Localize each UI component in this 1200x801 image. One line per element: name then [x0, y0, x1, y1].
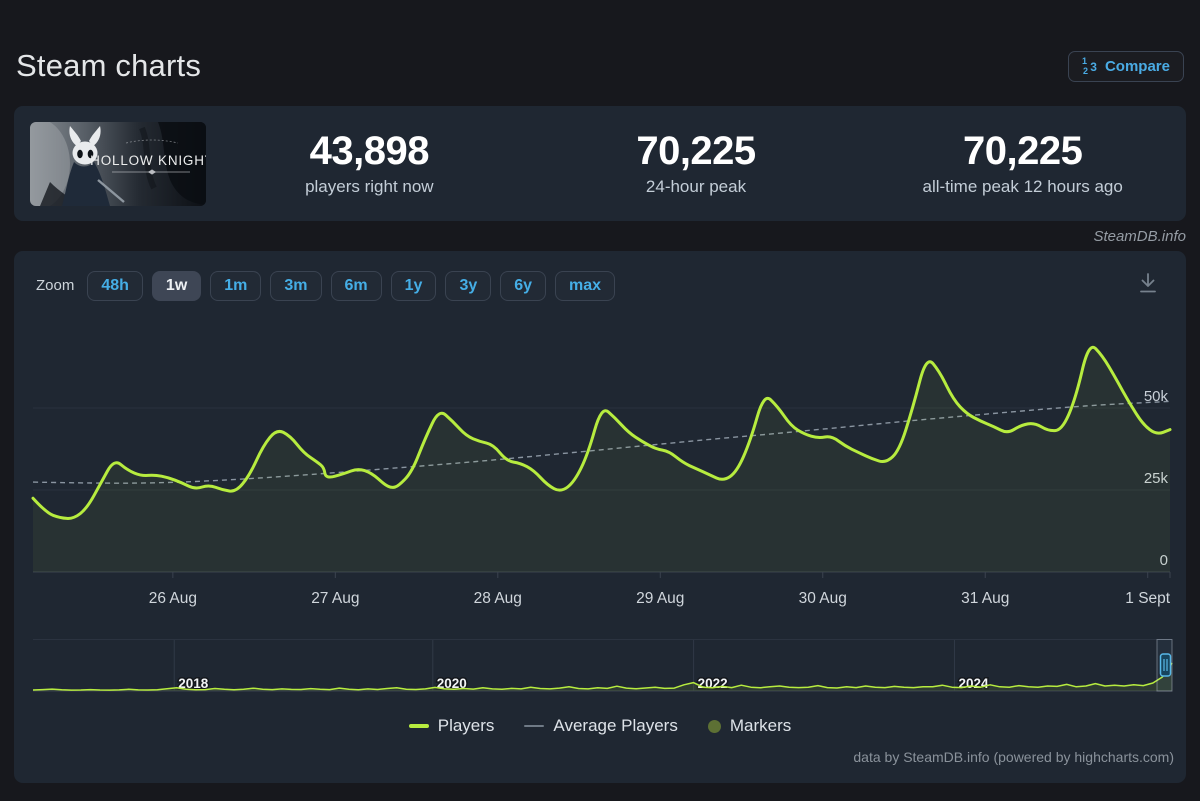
knight-horn-right	[89, 125, 101, 146]
zoom-range-48h[interactable]: 48h	[87, 270, 143, 301]
navigator-line	[32, 662, 1173, 691]
game-title: HOLLOW KNIGHT	[90, 153, 206, 168]
download-button[interactable]	[1134, 269, 1162, 302]
compare-label: Compare	[1104, 57, 1170, 75]
legend-swatch	[408, 724, 429, 728]
chart-legend: Players Average Players Markers	[14, 709, 1186, 743]
game-capsule-art: HOLLOW KNIGHT	[30, 121, 206, 206]
steamdb-watermark: SteamDB.info	[1093, 227, 1186, 245]
navigator-handle[interactable]	[1159, 653, 1172, 677]
x-axis-label: 29 Aug	[636, 590, 684, 607]
zoom-range-max[interactable]: max	[555, 270, 616, 301]
y-axis-label-50k: 50k	[1144, 388, 1169, 405]
zoom-range-3m[interactable]: 3m	[270, 270, 322, 301]
stat-alltime-peak-label: all-time peak 12 hours ago	[922, 177, 1123, 196]
chart-panel: Zoom 48h 1w 1m 3m 6m 1y 3y 6y max 0 25k 50k 26 Aug 2…	[14, 251, 1186, 783]
stat-24h-peak: 70,225 24-hour peak	[533, 130, 860, 197]
x-axis-label: 26 Aug	[149, 590, 197, 607]
x-axis-label: 31 Aug	[961, 590, 1009, 607]
navigator-area	[33, 662, 1172, 691]
stat-alltime-peak: 70,225 all-time peak 12 hours ago	[859, 130, 1186, 197]
average-players-line	[32, 400, 1171, 484]
knight-nail	[97, 178, 125, 203]
zoom-range-1w[interactable]: 1w	[151, 270, 202, 301]
zoom-range-6m[interactable]: 6m	[330, 270, 382, 301]
zoom-label: Zoom	[36, 277, 75, 294]
stat-current-players-value: 43,898	[309, 129, 430, 173]
legend-label: Players	[437, 716, 495, 735]
navigator-year-label-2018: 2018	[178, 676, 209, 691]
page-title: Steam charts	[16, 48, 202, 83]
legend-swatch	[524, 725, 545, 727]
players-area	[33, 347, 1170, 572]
watermark-row: SteamDB.info	[14, 221, 1186, 251]
stat-current-players-label: players right now	[305, 177, 434, 196]
chart-toolbar: Zoom 48h 1w 1m 3m 6m 1y 3y 6y max	[14, 269, 1186, 302]
legend-label: Markers	[729, 716, 792, 735]
x-axis-label: 1 Sept	[1125, 590, 1171, 607]
zoom-range-1y[interactable]: 1y	[390, 270, 437, 301]
legend-item-players[interactable]: Players	[408, 716, 495, 736]
x-axis-label: 27 Aug	[311, 590, 359, 607]
players-line	[31, 345, 1172, 520]
zoom-range-6y[interactable]: 6y	[500, 270, 547, 301]
y-axis-label-25k: 25k	[1144, 470, 1169, 487]
legend-item-markers[interactable]: Markers	[707, 716, 792, 736]
stat-current-players: 43,898 players right now	[206, 130, 533, 197]
stat-alltime-peak-value: 70,225	[963, 129, 1083, 173]
knight-head	[72, 141, 98, 164]
zoom-range-buttons: 48h 1w 1m 3m 6m 1y 3y 6y max	[87, 270, 616, 301]
chart-navigator[interactable]: 2018 2020 2022 2024	[14, 639, 1186, 699]
legend-item-average-players[interactable]: Average Players	[524, 716, 678, 736]
chart-credits[interactable]: data by SteamDB.info (powered by highcha…	[853, 749, 1174, 765]
stats-panel: HOLLOW KNIGHT 43,898 players right now 7…	[14, 106, 1186, 221]
y-axis-label-0: 0	[1160, 552, 1168, 569]
knight-cloak	[62, 161, 110, 206]
players-chart[interactable]: 0 25k 50k 26 Aug 27 Aug 28 Aug 29 Aug 30 Aug 31 …	[14, 314, 1186, 619]
knight-horn-left	[69, 125, 81, 146]
legend-swatch	[707, 719, 721, 733]
x-axis-label: 30 Aug	[799, 590, 847, 607]
zoom-range-1m[interactable]: 1m	[210, 270, 262, 301]
zoom-range-3y[interactable]: 3y	[445, 270, 492, 301]
download-icon	[1140, 273, 1156, 293]
stat-24h-peak-value: 70,225	[636, 129, 756, 173]
game-capsule[interactable]: HOLLOW KNIGHT	[30, 121, 206, 206]
x-axis-label: 28 Aug	[474, 590, 522, 607]
stats-columns: 43,898 players right now 70,225 24-hour …	[206, 130, 1186, 197]
stat-24h-peak-label: 24-hour peak	[645, 177, 747, 196]
legend-label: Average Players	[553, 716, 678, 735]
